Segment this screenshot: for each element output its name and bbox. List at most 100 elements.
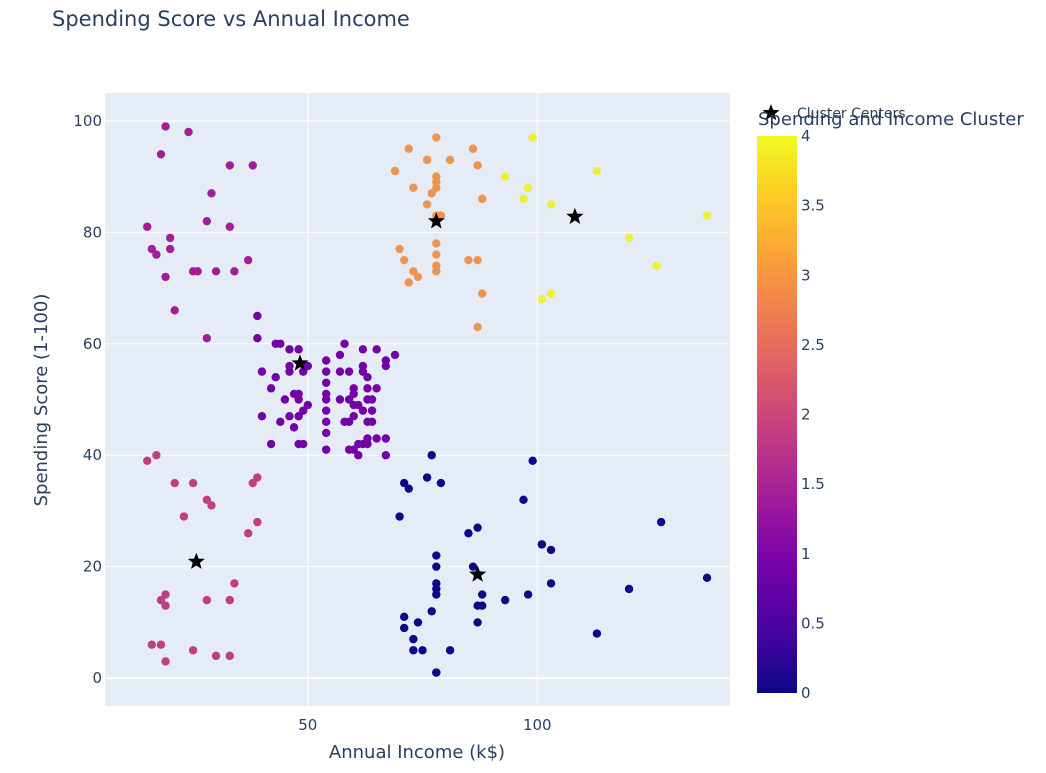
data-point[interactable]	[432, 133, 441, 142]
data-point[interactable]	[432, 267, 441, 276]
data-point[interactable]	[478, 194, 487, 204]
data-point[interactable]	[395, 244, 404, 254]
data-point[interactable]	[285, 412, 294, 421]
data-point[interactable]	[280, 395, 290, 404]
data-point[interactable]	[253, 311, 262, 321]
data-point[interactable]	[156, 640, 166, 649]
data-point[interactable]	[358, 345, 368, 354]
data-point[interactable]	[473, 322, 482, 332]
data-point[interactable]	[436, 211, 446, 220]
data-point[interactable]	[367, 417, 377, 426]
data-point[interactable]	[399, 612, 409, 622]
data-point[interactable]	[340, 417, 349, 426]
data-point[interactable]	[537, 294, 547, 304]
data-point[interactable]	[253, 334, 262, 343]
data-point[interactable]	[413, 618, 423, 627]
data-point[interactable]	[285, 345, 294, 354]
data-point[interactable]	[211, 651, 221, 661]
data-point[interactable]	[349, 412, 358, 421]
data-point[interactable]	[143, 456, 152, 465]
legend[interactable]: Cluster Centers	[762, 104, 906, 122]
data-point[interactable]	[422, 200, 432, 209]
data-point[interactable]	[409, 267, 418, 276]
data-point[interactable]	[349, 384, 358, 393]
data-point[interactable]	[367, 406, 377, 415]
data-point[interactable]	[473, 523, 482, 532]
data-point[interactable]	[285, 361, 294, 371]
data-point[interactable]	[188, 646, 198, 655]
data-point[interactable]	[427, 607, 436, 616]
data-point[interactable]	[202, 495, 212, 505]
data-point[interactable]	[202, 216, 212, 226]
data-point[interactable]	[344, 395, 354, 404]
data-point[interactable]	[156, 595, 166, 605]
data-point[interactable]	[546, 545, 556, 555]
data-point[interactable]	[161, 657, 170, 666]
data-point[interactable]	[321, 406, 331, 415]
data-point[interactable]	[523, 590, 533, 599]
data-point[interactable]	[161, 272, 170, 282]
data-point[interactable]	[537, 540, 547, 549]
data-point[interactable]	[702, 573, 712, 583]
data-point[interactable]	[170, 306, 179, 315]
data-point[interactable]	[528, 133, 537, 142]
data-point[interactable]	[207, 501, 216, 510]
data-point[interactable]	[413, 272, 423, 282]
data-point[interactable]	[202, 334, 212, 343]
data-point[interactable]	[399, 478, 409, 488]
data-point[interactable]	[179, 512, 189, 521]
data-point[interactable]	[211, 267, 221, 276]
data-point[interactable]	[321, 356, 331, 365]
data-point[interactable]	[230, 267, 239, 276]
data-point[interactable]	[303, 400, 313, 410]
data-point[interactable]	[404, 144, 413, 153]
data-point[interactable]	[276, 417, 285, 426]
data-point[interactable]	[321, 445, 331, 454]
data-point[interactable]	[225, 222, 235, 231]
data-point[interactable]	[156, 150, 166, 159]
data-point[interactable]	[381, 451, 391, 460]
data-point[interactable]	[464, 255, 473, 265]
data-point[interactable]	[546, 289, 556, 298]
data-point[interactable]	[418, 646, 427, 655]
data-point[interactable]	[409, 634, 418, 644]
data-point[interactable]	[519, 495, 528, 505]
cluster-centers[interactable]	[187, 207, 584, 582]
data-point[interactable]	[299, 439, 308, 449]
data-point[interactable]	[372, 384, 381, 393]
data-point[interactable]	[248, 161, 257, 170]
data-point[interactable]	[546, 579, 556, 588]
data-point[interactable]	[161, 122, 170, 131]
data-point[interactable]	[427, 451, 436, 460]
data-point[interactable]	[225, 595, 235, 605]
data-point[interactable]	[523, 183, 533, 192]
cluster-center-star[interactable]	[291, 354, 309, 371]
data-point[interactable]	[624, 233, 634, 243]
data-point[interactable]	[243, 529, 253, 538]
data-point[interactable]	[432, 183, 441, 192]
data-point[interactable]	[528, 456, 537, 465]
data-point[interactable]	[303, 361, 313, 371]
data-point[interactable]	[276, 339, 285, 348]
data-point[interactable]	[390, 166, 400, 176]
data-point[interactable]	[404, 278, 413, 287]
data-point[interactable]	[592, 629, 602, 638]
data-point[interactable]	[243, 255, 253, 265]
data-point[interactable]	[165, 244, 175, 254]
data-point[interactable]	[404, 484, 413, 493]
data-point[interactable]	[432, 584, 441, 594]
data-point[interactable]	[363, 373, 372, 382]
data-point[interactable]	[409, 183, 418, 192]
data-point[interactable]	[478, 590, 487, 599]
data-point[interactable]	[592, 166, 602, 176]
data-point[interactable]	[257, 367, 267, 376]
data-point[interactable]	[188, 478, 198, 488]
data-point[interactable]	[344, 367, 354, 376]
data-point[interactable]	[409, 646, 418, 655]
data-point[interactable]	[473, 255, 482, 265]
data-point[interactable]	[500, 595, 510, 605]
data-point[interactable]	[335, 367, 345, 376]
data-point[interactable]	[478, 289, 487, 298]
data-point[interactable]	[372, 345, 381, 354]
data-point[interactable]	[399, 623, 409, 633]
